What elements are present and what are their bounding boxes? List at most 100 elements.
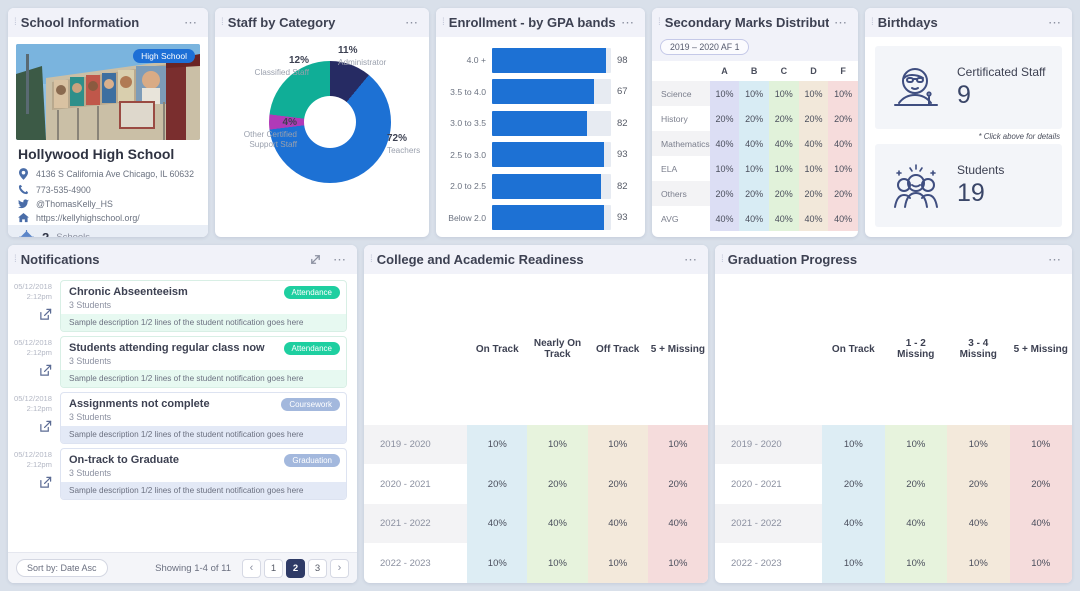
donut-slice-label: 4%Other Certified Support Staff [215, 117, 297, 150]
more-menu-icon[interactable]: ⋯ [333, 256, 347, 264]
school-detail-text: 4136 S California Ave Chicago, IL 60632 [36, 169, 194, 179]
row-label: Mathematics [652, 131, 710, 156]
schools-count: 2 [42, 230, 49, 237]
drag-handle-icon[interactable]: ⁞ [14, 255, 16, 265]
expand-icon[interactable] [309, 253, 322, 266]
school-building-icon [18, 230, 35, 237]
table-corner-cell [715, 274, 822, 425]
drag-handle-icon[interactable]: ⁞ [442, 18, 444, 28]
drag-handle-icon[interactable]: ⁞ [14, 18, 16, 28]
students-panel[interactable]: Students 19 [875, 144, 1062, 227]
card-title: Birthdays [878, 15, 1043, 30]
notification-subtitle: 3 Students [69, 356, 338, 366]
drag-handle-icon[interactable]: ⁞ [658, 18, 660, 28]
gpa-band-label: 2.0 to 2.5 [442, 181, 486, 191]
table-cell: 10% [648, 543, 708, 583]
table-cell: 20% [739, 181, 769, 206]
pagination-next-button[interactable]: › [330, 559, 349, 578]
notification-card[interactable]: On-track to Graduate3 StudentsGraduation… [60, 448, 347, 500]
notification-description: Sample description 1/2 lines of the stud… [61, 370, 346, 387]
gpa-bar-row: 4.0 +98 [442, 47, 635, 73]
notification-main: Assignments not complete3 StudentsCourse… [61, 393, 346, 425]
table-row: 2019 - 202010%10%10%10% [715, 425, 1072, 465]
notification-main: On-track to Graduate3 StudentsGraduation [61, 449, 346, 481]
school-detail-row[interactable]: 773-535-4900 [8, 182, 208, 197]
more-menu-icon[interactable]: ⋯ [184, 19, 198, 27]
table-cell: 10% [769, 156, 799, 181]
notification-card[interactable]: Students attending regular class now3 St… [60, 336, 347, 388]
drag-handle-icon[interactable]: ⁞ [721, 255, 723, 265]
donut-slice-label: 12%Classified Staff [231, 55, 309, 78]
school-information-header: ⁞ School Information ⋯ [8, 8, 208, 37]
pagination-page-button[interactable]: 1 [264, 559, 283, 578]
pagination-page-button[interactable]: 3 [308, 559, 327, 578]
gpa-bar[interactable] [492, 79, 594, 104]
school-photo[interactable]: High School [16, 44, 200, 140]
table-row: AVG40%40%40%40%40% [652, 206, 858, 231]
pagination-page-button[interactable]: 2 [286, 559, 305, 578]
card-college-readiness: ⁞ College and Academic Readiness ⋯ On Tr… [364, 245, 708, 583]
notifications-list: 05/12/20182:12pm Chronic Abseenteeism3 St… [8, 274, 357, 552]
more-menu-icon[interactable]: ⋯ [1048, 19, 1062, 27]
share-icon[interactable] [39, 364, 52, 382]
drag-handle-icon[interactable]: ⁞ [370, 255, 372, 265]
drag-handle-icon[interactable]: ⁞ [871, 18, 873, 28]
column-header: B [739, 61, 769, 81]
gpa-bar-track [492, 142, 611, 167]
gpa-bar[interactable] [492, 174, 601, 199]
notification-card[interactable]: Assignments not complete3 StudentsCourse… [60, 392, 347, 444]
school-detail-row[interactable]: 4136 S California Ave Chicago, IL 60632 [8, 166, 208, 182]
table-cell: 20% [769, 106, 799, 131]
slice-percent: 72% [387, 133, 420, 146]
certificated-staff-panel[interactable]: Certificated Staff 9 [875, 46, 1062, 129]
twitter-icon [18, 199, 29, 209]
notification-description: Sample description 1/2 lines of the stud… [61, 314, 346, 331]
gpa-bar[interactable] [492, 111, 587, 136]
share-icon[interactable] [39, 308, 52, 326]
column-header: 1 - 2 Missing [885, 274, 947, 425]
pagination-prev-button[interactable]: ‹ [242, 559, 261, 578]
column-header: A [710, 61, 740, 81]
notification-date: 05/12/20182:12pm [14, 394, 52, 414]
row-label: 2022 - 2023 [715, 543, 822, 583]
more-menu-icon[interactable]: ⋯ [405, 19, 419, 27]
notification-subtitle: 3 Students [69, 300, 338, 310]
school-detail-row[interactable]: @ThomasKelly_HS [8, 197, 208, 211]
gpa-bar[interactable] [492, 48, 606, 73]
gpa-bar[interactable] [492, 205, 604, 230]
row-label: History [652, 106, 710, 131]
table-cell: 40% [885, 504, 947, 544]
table-corner-cell [364, 274, 467, 425]
notification-subtitle: 3 Students [69, 412, 338, 422]
school-detail-row[interactable]: https://kellyhighschool.org/ [8, 211, 208, 225]
table-row: 2021 - 202240%40%40%40% [715, 504, 1072, 544]
column-header: C [769, 61, 799, 81]
table-cell: 10% [885, 543, 947, 583]
gpa-bar[interactable] [492, 142, 604, 167]
notification-card[interactable]: Chronic Abseenteeism3 StudentsAttendance… [60, 280, 347, 332]
drag-handle-icon[interactable]: ⁞ [221, 18, 223, 28]
more-menu-icon[interactable]: ⋯ [684, 256, 698, 264]
table-header-row: ABCDF [652, 61, 858, 81]
table-row: 2019 - 202010%10%10%10% [364, 425, 708, 465]
gpa-bar-track [492, 48, 611, 73]
gpa-bar-value: 93 [617, 212, 635, 223]
more-menu-icon[interactable]: ⋯ [1048, 256, 1062, 264]
year-filter-chip[interactable]: 2019 – 2020 AF 1 [660, 39, 749, 55]
table-cell: 10% [828, 81, 858, 106]
notification-subtitle: 3 Students [69, 468, 338, 478]
table-cell: 40% [648, 504, 708, 544]
table-cell: 20% [588, 464, 648, 504]
share-icon[interactable] [39, 420, 52, 438]
donut-slice-label: 11%Administrator [338, 45, 386, 68]
schools-footer[interactable]: 2 Schools [8, 225, 208, 237]
card-notifications: ⁞ Notifications ⋯ 05/12/20182:12pmChroni… [8, 245, 357, 583]
share-icon[interactable] [39, 476, 52, 494]
more-menu-icon[interactable]: ⋯ [834, 19, 848, 27]
school-details: 4136 S California Ave Chicago, IL 60632 7… [8, 166, 208, 225]
more-menu-icon[interactable]: ⋯ [621, 19, 635, 27]
column-header: On Track [822, 274, 884, 425]
school-information-body: High School Hollywood High School 4136 S… [8, 37, 208, 237]
donut-slice-label: 72%Teachers [387, 133, 420, 156]
sort-by-pill[interactable]: Sort by: Date Asc [16, 559, 108, 577]
